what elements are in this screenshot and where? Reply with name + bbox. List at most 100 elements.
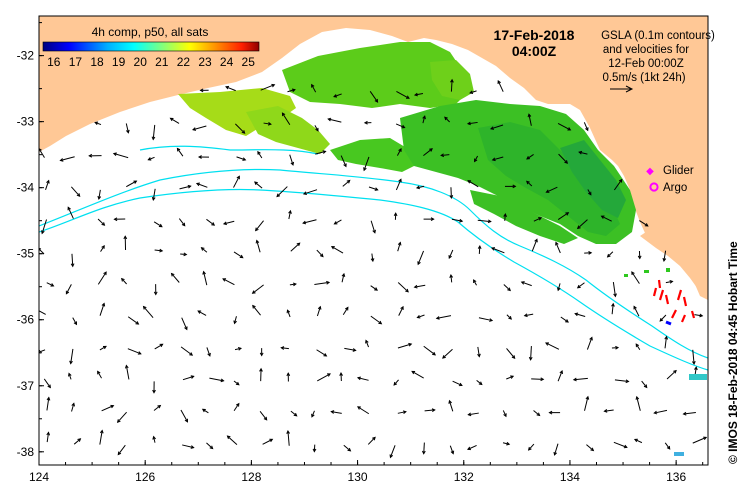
velocity-arrow bbox=[533, 410, 541, 417]
velocity-arrow bbox=[339, 371, 343, 381]
velocity-arrow bbox=[97, 189, 102, 200]
velocity-arrow bbox=[557, 212, 570, 220]
velocity-arrow bbox=[234, 123, 246, 134]
velocity-arrow bbox=[448, 249, 454, 260]
velocity-arrow bbox=[46, 282, 55, 287]
velocity-arrow bbox=[311, 83, 317, 93]
velocity-arrow bbox=[344, 347, 357, 352]
colorbar-ticks: 16 17 18 19 20 21 22 23 24 25 bbox=[47, 55, 255, 69]
velocity-arrow bbox=[413, 284, 426, 289]
velocity-arrow bbox=[363, 156, 370, 172]
velocity-arrow bbox=[340, 155, 347, 168]
velocity-arrow bbox=[153, 284, 158, 296]
x-tick-label: 124 bbox=[29, 470, 49, 484]
velocity-arrow bbox=[435, 315, 452, 320]
velocity-arrow bbox=[523, 313, 534, 318]
velocity-arrow bbox=[302, 189, 318, 196]
colorbar-tick-label: 24 bbox=[220, 55, 234, 69]
velocity-arrow bbox=[226, 435, 238, 445]
velocity-arrow bbox=[411, 370, 424, 379]
velocity-arrow bbox=[182, 444, 195, 449]
velocity-arrow bbox=[584, 395, 590, 411]
colorbar-tick-label: 16 bbox=[47, 55, 61, 69]
platform-legend: ◆ Glider Argo bbox=[646, 165, 694, 194]
colorbar-tick-label: 19 bbox=[112, 55, 126, 69]
velocity-arrow bbox=[416, 314, 425, 319]
velocity-arrow bbox=[97, 271, 107, 285]
velocity-arrow bbox=[70, 186, 81, 197]
colorbar-gradient bbox=[42, 41, 260, 52]
velocity-arrow bbox=[233, 251, 244, 259]
velocity-arrow bbox=[691, 349, 696, 366]
velocity-arrow bbox=[117, 444, 126, 456]
velocity-arrow bbox=[180, 252, 188, 257]
velocity-arrow bbox=[252, 304, 261, 316]
velocity-arrow bbox=[290, 410, 298, 417]
velocity-arrow bbox=[72, 317, 78, 326]
colorbar-tick-label: 20 bbox=[134, 55, 148, 69]
velocity-arrow bbox=[603, 409, 614, 413]
velocity-arrow bbox=[449, 273, 454, 283]
x-axis: 124 126 128 130 132 134 136 bbox=[29, 460, 704, 484]
velocity-arrow bbox=[395, 178, 402, 191]
velocity-arrow bbox=[502, 410, 507, 418]
velocity-arrow bbox=[100, 244, 105, 252]
gsla-note-line-3: 12-Feb 00:00Z bbox=[608, 58, 683, 70]
velocity-arrow bbox=[123, 235, 128, 251]
date-label: 17-Feb-2018 bbox=[494, 27, 575, 43]
velocity-arrow bbox=[333, 219, 342, 225]
velocity-arrows bbox=[39, 78, 708, 459]
velocity-arrow bbox=[474, 155, 479, 163]
gsla-note-line-2: and velocities for bbox=[603, 44, 689, 56]
velocity-arrow bbox=[396, 90, 410, 99]
velocity-arrow bbox=[393, 212, 398, 220]
velocity-arrow bbox=[201, 408, 209, 414]
velocity-arrow bbox=[342, 306, 349, 315]
velocity-arrow bbox=[147, 156, 155, 161]
velocity-arrow bbox=[356, 376, 369, 381]
glider-marker-icon: ◆ bbox=[646, 166, 654, 177]
velocity-arrow bbox=[422, 115, 426, 124]
velocity-arrow bbox=[393, 379, 399, 386]
velocity-arrow bbox=[73, 438, 82, 445]
velocity-arrow bbox=[286, 372, 291, 382]
velocity-arrow bbox=[489, 124, 504, 130]
colorbar-tick-label: 25 bbox=[242, 55, 256, 69]
x-tick-label: 136 bbox=[666, 470, 686, 484]
velocity-arrow bbox=[151, 188, 156, 201]
velocity-arrow bbox=[365, 339, 370, 348]
colorbar-tick-label: 22 bbox=[177, 55, 191, 69]
velocity-arrow bbox=[199, 88, 209, 93]
velocity-arrow bbox=[449, 445, 455, 455]
velocity-arrow bbox=[477, 346, 481, 358]
velocity-arrow bbox=[152, 435, 156, 443]
velocity-arrow bbox=[449, 187, 454, 199]
velocity-arrow bbox=[527, 113, 532, 126]
velocity-arrow bbox=[280, 346, 289, 350]
velocity-arrow bbox=[574, 312, 586, 317]
velocity-arrow bbox=[99, 429, 104, 445]
velocity-arrow bbox=[45, 179, 50, 190]
velocity-arrow bbox=[473, 279, 477, 286]
velocity-arrow bbox=[71, 402, 76, 412]
velocity-arrow bbox=[222, 278, 235, 286]
velocity-arrow bbox=[251, 284, 264, 294]
velocity-arrow bbox=[330, 410, 342, 414]
velocity-arrow bbox=[545, 342, 560, 350]
velocity-arrow bbox=[225, 85, 236, 92]
velocity-arrow bbox=[558, 153, 569, 164]
y-axis: -32 -33 -34 -35 -36 -37 -38 bbox=[17, 22, 44, 459]
velocity-arrow bbox=[556, 283, 561, 292]
velocity-arrow bbox=[59, 156, 75, 162]
velocity-arrow bbox=[209, 377, 225, 383]
velocity-arrow bbox=[257, 150, 263, 159]
velocity-arrow bbox=[633, 438, 643, 444]
y-tick-label: -34 bbox=[17, 181, 35, 195]
velocity-arrow bbox=[233, 402, 240, 412]
velocity-arrow bbox=[197, 155, 210, 159]
x-tick-label: 132 bbox=[454, 470, 474, 484]
velocity-arrow bbox=[448, 399, 454, 412]
velocity-arrow bbox=[635, 343, 641, 350]
velocity-arrow bbox=[233, 380, 240, 386]
